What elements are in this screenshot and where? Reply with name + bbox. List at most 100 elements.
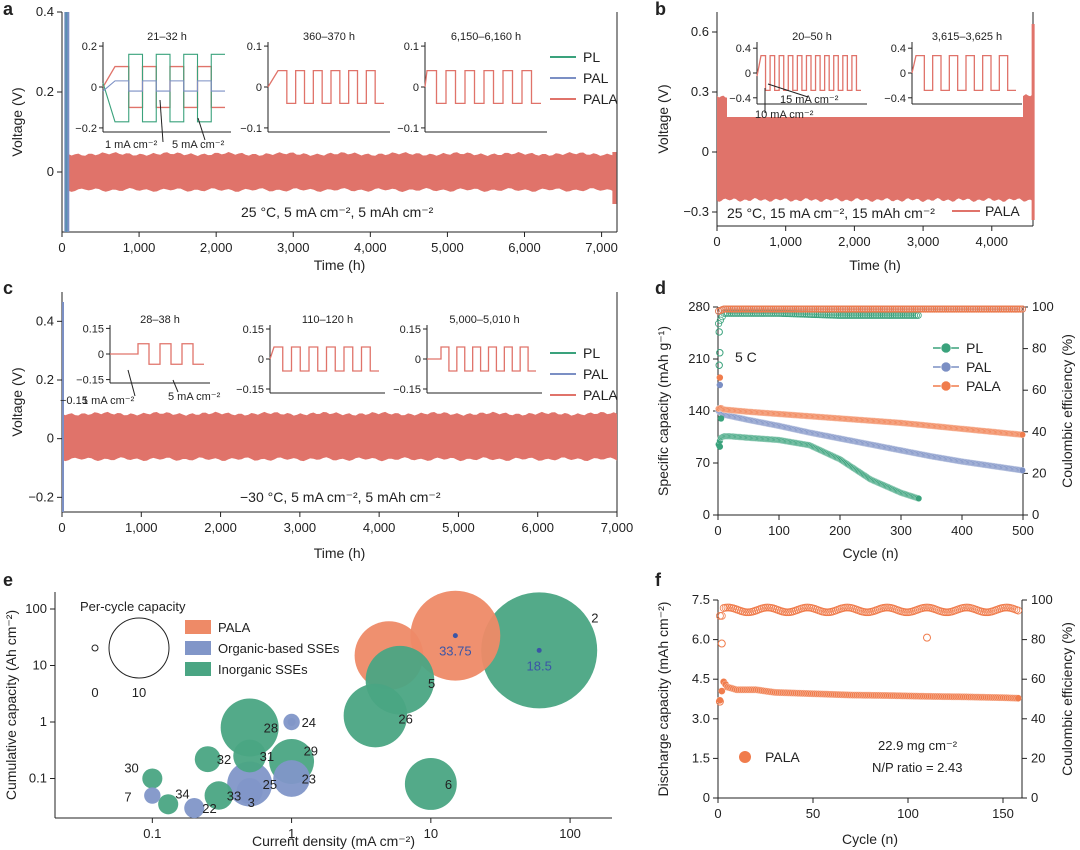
ce-point-PALA	[758, 305, 767, 313]
legend-label: PALA	[966, 378, 1001, 394]
ce-point	[803, 603, 812, 612]
size-legend-small	[91, 644, 99, 652]
panel-f-ytick-label: 80	[1031, 632, 1045, 647]
ce-point-PL	[716, 316, 725, 324]
y-axis-label: Voltage (V)	[655, 84, 671, 153]
ce-point-PALA	[729, 305, 737, 313]
panel-a-xtick-label: 0	[58, 240, 65, 255]
ce-point-PALA	[874, 305, 882, 313]
bubble-7	[144, 787, 161, 804]
legend-label: PL	[966, 340, 983, 356]
ce-point-PL	[724, 309, 732, 317]
inset-ytick-label: 0.1	[404, 41, 419, 53]
ce-point-PALA	[850, 305, 858, 313]
inset-ytick-label: 0.15	[400, 324, 421, 336]
ce-point-PL	[784, 309, 792, 318]
series-PL-strip	[65, 12, 68, 232]
inset-voltage-trace	[110, 343, 204, 365]
legend-label: PALA	[765, 749, 800, 765]
panel-d-xtick-label: 100	[768, 523, 790, 538]
y-axis-label-right: Coulombic efficiency (%)	[1059, 334, 1075, 488]
ce-point-PALA	[725, 305, 734, 313]
legend-label: Inorganic SSEs	[218, 662, 308, 677]
series-PALA-band	[62, 411, 617, 462]
ce-point-PALA	[828, 305, 836, 313]
inset-ytick-label-extra: −0.15	[60, 395, 88, 407]
np-ratio-annotation: N/P ratio = 2.43	[872, 760, 962, 775]
ce-point-outlier	[923, 633, 931, 642]
ce-point-PALA	[865, 305, 873, 313]
panel-c-xtick-label: 5,000	[442, 520, 475, 535]
bubble-26	[343, 683, 408, 748]
ce-point-PALA	[837, 305, 845, 313]
condition-annotation: −30 °C, 5 mA cm⁻², 5 mAh cm⁻²	[240, 489, 441, 505]
panel-f-xtick-label: 150	[992, 806, 1014, 821]
ce-point-PL	[768, 309, 776, 317]
inset-annotation: 15 mA cm⁻²	[780, 94, 839, 106]
panel-letter-a: a	[3, 0, 14, 19]
ce-point-PALA	[799, 305, 807, 313]
ce-point-PALA	[892, 305, 900, 313]
ce-point-PALA	[919, 305, 928, 313]
ce-point-PL	[801, 310, 809, 318]
inset-title: 21–32 h	[147, 31, 187, 43]
bubble-value-label: 18.5	[527, 658, 552, 673]
ce-point-PL	[764, 309, 772, 317]
ce-point-PALA	[746, 305, 754, 313]
ce-point-PALA	[744, 305, 752, 313]
inset-ytick-label: 0	[745, 68, 751, 80]
ce-point-PL	[782, 309, 790, 318]
ce-point-PALA	[757, 305, 765, 313]
ce-point-PALA	[810, 305, 818, 313]
ce-point-PL	[740, 309, 748, 317]
bubble-3	[236, 778, 263, 805]
ce-point-PALA	[844, 305, 853, 313]
panel-b-xtick-label: 0	[713, 234, 720, 249]
panel-f-ytick-label: 0	[703, 790, 710, 805]
ce-point-PALA	[747, 305, 756, 313]
ce-point-PALA	[764, 305, 772, 313]
ce-point	[982, 608, 990, 617]
ce-point	[1001, 603, 1009, 612]
panel-d-ytick-label: 100	[1032, 299, 1054, 314]
ce-point	[961, 603, 969, 612]
legend-swatch-Organic	[185, 641, 211, 655]
panel-c-xtick-label: 6,000	[521, 520, 554, 535]
ce-point-PL	[727, 309, 736, 317]
bubble-ref-label: 30	[124, 761, 138, 776]
ce-point-PALA	[949, 305, 957, 313]
ce-point-PALA	[866, 305, 875, 313]
panel-f-ytick-label: 7.5	[692, 592, 710, 607]
ce-point-PALA	[742, 305, 750, 313]
ce-point-PALA	[797, 305, 805, 313]
ce-point-PALA	[817, 305, 825, 313]
ce-point-PALA	[923, 305, 931, 313]
ce-point-early	[715, 328, 723, 336]
ce-point-PL	[810, 310, 818, 319]
ce-point-PALA	[993, 305, 1001, 313]
ce-point-PALA	[815, 305, 823, 313]
panel-a-xtick-label: 4,000	[354, 240, 387, 255]
ce-point-PALA	[806, 305, 814, 313]
ce-point-PL	[746, 309, 754, 317]
bubble-ref-label: 26	[398, 712, 412, 727]
ce-point-PALA	[793, 305, 801, 313]
ce-point-PALA	[779, 305, 787, 313]
ce-point-early	[716, 349, 724, 357]
ce-point-PL	[749, 309, 757, 317]
ce-point-PL	[777, 309, 785, 317]
ce-point-PALA	[978, 305, 986, 313]
panel-e-ytick-label: 100	[25, 601, 47, 616]
ce-point-PALA	[965, 305, 973, 313]
panel-b-ytick-label: −0.3	[683, 204, 709, 219]
ce-point-PALA	[786, 305, 794, 313]
bubble-ref-label: 33	[227, 789, 241, 804]
panel-a-xtick-label: 6,000	[508, 240, 541, 255]
inset-ytick-label: −0.15	[76, 375, 104, 387]
ce-point-PALA	[912, 305, 920, 313]
inset-ytick-label: 0.4	[736, 43, 751, 55]
ce-point-PALA	[1000, 305, 1008, 313]
ce-point-PALA	[760, 305, 768, 313]
ce-point-PALA	[1009, 305, 1017, 313]
ce-point-PALA	[980, 305, 988, 313]
